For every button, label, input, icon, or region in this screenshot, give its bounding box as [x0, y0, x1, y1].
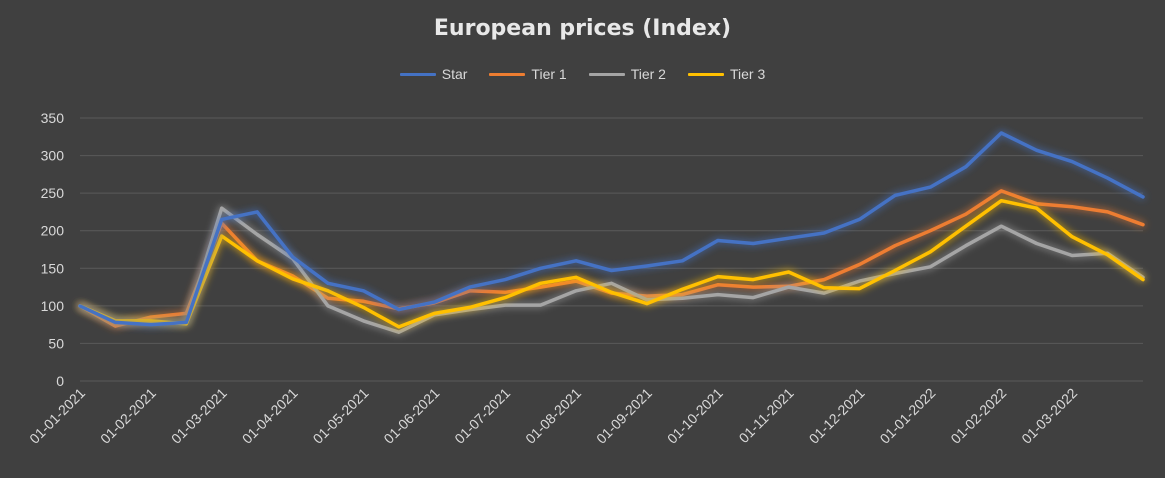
- x-tick-label: 01-05-2021: [310, 385, 372, 447]
- x-tick-label: 01-01-2022: [877, 385, 939, 447]
- x-tick-label: 01-06-2021: [380, 385, 442, 447]
- y-tick-label: 250: [41, 185, 65, 201]
- legend-label-star: Star: [441, 66, 468, 82]
- y-tick-label: 350: [41, 110, 65, 126]
- legend-label-tier-1: Tier 1: [531, 66, 567, 82]
- legend-label-tier-2: Tier 2: [630, 66, 666, 82]
- legend: Star Tier 1 Tier 2 Tier 3: [0, 66, 1165, 82]
- series-line-star: [78, 131, 1145, 327]
- series-line-tier-2: [78, 206, 1145, 334]
- legend-label-tier-3: Tier 3: [729, 66, 766, 82]
- x-tick-label: 01-12-2021: [806, 385, 868, 447]
- y-tick-label: 300: [41, 148, 65, 164]
- x-tick-label: 01-02-2022: [947, 385, 1009, 447]
- y-tick-label: 200: [41, 223, 65, 239]
- legend-swatch-tier-2: [588, 72, 625, 76]
- y-tick-label: 50: [48, 335, 64, 351]
- legend-swatch-tier-3: [687, 72, 724, 76]
- y-tick-label: 100: [41, 298, 65, 314]
- x-tick-label: 01-09-2021: [593, 385, 655, 447]
- x-tick-label: 01-08-2021: [522, 385, 584, 447]
- y-tick-label: 150: [41, 260, 65, 276]
- x-tick-label: 01-04-2021: [239, 385, 301, 447]
- legend-item-tier-3: Tier 3: [687, 66, 766, 82]
- legend-item-tier-2: Tier 2: [588, 66, 666, 82]
- series-line-tier-3: [78, 198, 1145, 329]
- x-tick-label: 01-01-2021: [26, 385, 88, 447]
- x-tick-label: 01-11-2021: [736, 385, 797, 446]
- legend-item-star: Star: [399, 66, 468, 82]
- y-tick-label: 0: [56, 373, 64, 389]
- x-tick-label: 01-03-2021: [168, 385, 230, 447]
- x-tick-label: 01-02-2021: [97, 385, 159, 447]
- x-tick-label: 01-03-2022: [1018, 385, 1080, 447]
- legend-item-tier-1: Tier 1: [489, 66, 567, 82]
- x-tick-label: 01-10-2021: [664, 385, 726, 447]
- legend-swatch-star: [399, 72, 436, 76]
- chart-title: European prices (Index): [433, 16, 732, 41]
- x-tick-label: 01-07-2021: [451, 385, 513, 447]
- legend-swatch-tier-1: [489, 72, 526, 76]
